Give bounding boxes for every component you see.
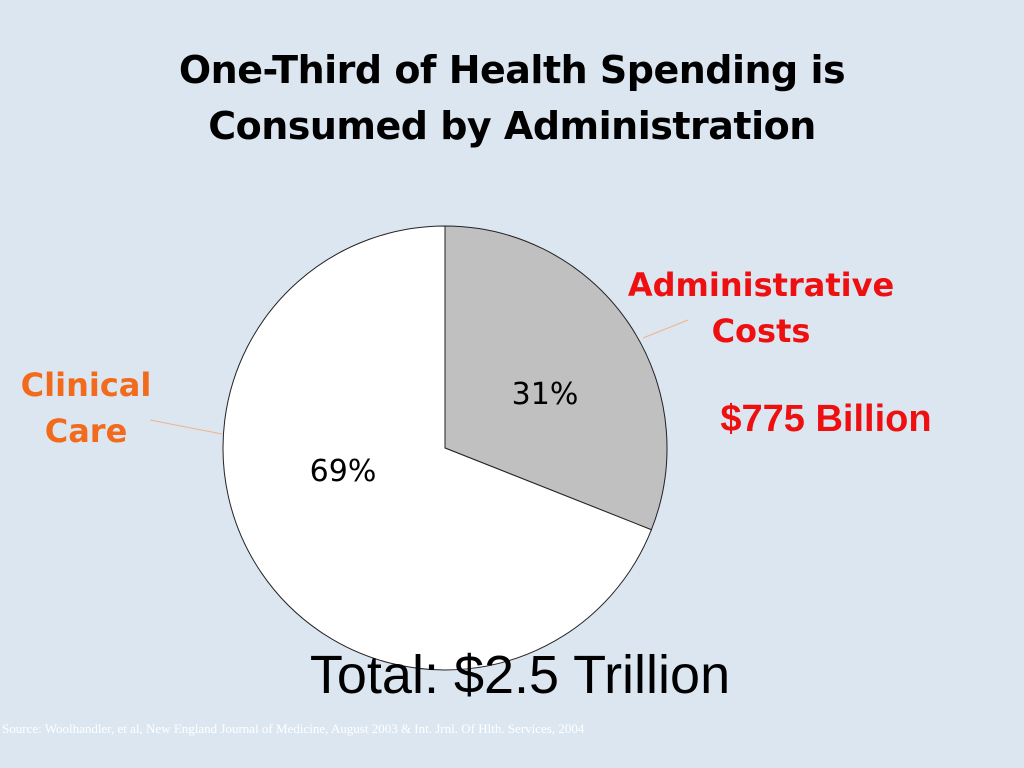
clinical-label-line-1: Clinical xyxy=(20,366,152,404)
chart-title: One-Third of Health Spending is Consumed… xyxy=(0,42,1024,154)
pie-slice-admin xyxy=(444,225,668,531)
admin-leader-line xyxy=(642,319,689,339)
title-line-2: Consumed by Administration xyxy=(208,104,816,148)
total-label: Total: $2.5 Trillion xyxy=(309,645,731,705)
clinical-care-label: Clinical Care xyxy=(0,362,172,454)
admin-label-line-1: Administrative xyxy=(627,266,895,304)
slice-value-label-clinical: 69% xyxy=(310,454,377,489)
admin-label-line-2: Costs xyxy=(711,312,811,350)
clinical-label-line-2: Care xyxy=(44,412,128,450)
clinical-leader-line xyxy=(149,419,223,435)
admin-costs-label: Administrative Costs xyxy=(600,262,922,354)
source-citation: Source: Woolhandler, et al, New England … xyxy=(2,721,585,736)
title-line-1: One-Third of Health Spending is xyxy=(178,48,846,92)
admin-amount-label: $775 Billion xyxy=(720,398,932,440)
pie-slice-clinical xyxy=(222,225,653,671)
slice-value-label-admin: 31% xyxy=(512,377,579,412)
